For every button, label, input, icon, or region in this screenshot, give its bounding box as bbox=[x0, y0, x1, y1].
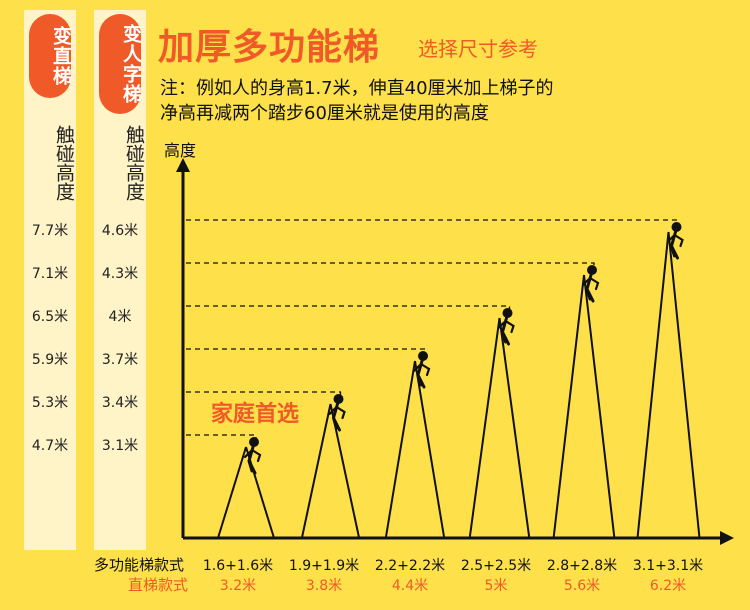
style-label: 1.6+1.6米 bbox=[202, 558, 274, 574]
a-frame-ladder-badge: 变人字梯 bbox=[99, 14, 142, 114]
reach-guide-line bbox=[186, 305, 511, 312]
style-label: 1.9+1.9米 bbox=[288, 558, 360, 574]
climber-head bbox=[249, 437, 259, 447]
multi-style-row-label: 多功能梯款式 bbox=[94, 556, 185, 574]
climber-arms bbox=[581, 276, 600, 291]
climber-head bbox=[587, 265, 597, 275]
style-label: 2.8+2.8米 bbox=[546, 558, 618, 574]
straight-reach-value: 6.5米 bbox=[31, 309, 69, 325]
x-axis-arrow-icon bbox=[720, 531, 734, 545]
a-frame-reach-value: 4.3米 bbox=[101, 266, 139, 282]
straight-length-label: 3.8米 bbox=[305, 578, 343, 594]
usage-note-line-2: 净高再减两个踏步60厘米就是使用的高度 bbox=[160, 103, 489, 124]
climber-head bbox=[333, 394, 344, 404]
ladder-leg bbox=[667, 231, 701, 539]
straight-length-label: 6.2米 bbox=[649, 578, 687, 594]
style-label: 3.1+3.1米 bbox=[632, 558, 704, 574]
straight-reach-label: 触碰高度 bbox=[53, 125, 75, 201]
straight-length-label: 3.2米 bbox=[219, 578, 257, 594]
ladder-leg bbox=[414, 360, 446, 539]
reach-guide-line bbox=[186, 391, 342, 398]
page-subtitle: 选择尺寸参考 bbox=[418, 37, 538, 61]
climber-arms bbox=[243, 448, 262, 463]
reach-guide-line bbox=[186, 262, 595, 269]
straight-length-label: 5米 bbox=[484, 578, 508, 594]
family-choice-highlight: 家庭首选 bbox=[211, 402, 300, 427]
straight-length-label: 4.4米 bbox=[391, 578, 429, 594]
climber-figure bbox=[412, 351, 431, 389]
climber-arms bbox=[666, 233, 684, 248]
page-title: 加厚多功能梯 bbox=[158, 27, 381, 68]
style-label: 2.2+2.2米 bbox=[374, 558, 446, 574]
climber-figure bbox=[581, 265, 600, 303]
ladder-leg bbox=[300, 403, 332, 539]
a-frame-reach-value: 4米 bbox=[108, 309, 132, 325]
ladder-leg bbox=[636, 231, 670, 539]
ladder-leg bbox=[217, 446, 247, 539]
climber-figure bbox=[328, 394, 346, 432]
a-frame-ladder-column: 变人字梯 触碰高度 4.6米 4.3米 4米 3.7米 3.4米 3.1米 bbox=[94, 10, 146, 550]
climber-arms bbox=[328, 405, 346, 420]
straight-ladder-badge: 变直梯 bbox=[29, 14, 72, 98]
ladder-leg bbox=[468, 317, 501, 539]
a-frame-reach-label: 触碰高度 bbox=[123, 125, 145, 201]
straight-reach-value: 7.7米 bbox=[31, 223, 69, 239]
straight-reach-value: 5.3米 bbox=[31, 395, 69, 411]
style-label: 2.5+2.5米 bbox=[460, 558, 532, 574]
climber-figure bbox=[666, 222, 684, 260]
usage-note-line-1: 注：例如人的身高1.7米，伸直40厘米加上梯子的 bbox=[160, 78, 554, 99]
ladder-leg bbox=[552, 274, 585, 539]
straight-length-label: 5.6米 bbox=[563, 578, 601, 594]
climber-head bbox=[502, 308, 513, 318]
reach-guide-line bbox=[186, 434, 257, 441]
straight-reach-value: 4.7米 bbox=[31, 438, 69, 454]
y-axis-title: 高度 bbox=[164, 141, 197, 160]
a-frame-reach-value: 3.1米 bbox=[101, 438, 139, 454]
straight-style-row-label: 直梯款式 bbox=[128, 576, 189, 594]
climber-figure bbox=[497, 308, 515, 346]
straight-ladder-column: 变直梯 触碰高度 7.7米 7.1米 6.5米 5.9米 5.3米 4.7米 bbox=[24, 10, 76, 550]
a-frame-reach-value: 3.4米 bbox=[101, 395, 139, 411]
ladder-leg bbox=[583, 274, 616, 539]
y-axis-arrow-icon bbox=[176, 158, 190, 172]
straight-reach-value: 5.9米 bbox=[31, 352, 69, 368]
ladder-leg bbox=[384, 360, 416, 539]
straight-reach-value: 7.1米 bbox=[31, 266, 69, 282]
a-frame-reach-value: 3.7米 bbox=[101, 352, 139, 368]
climber-head bbox=[671, 222, 682, 232]
climber-figure bbox=[243, 437, 262, 475]
a-frame-reach-value: 4.6米 bbox=[101, 223, 139, 239]
reach-guide-line bbox=[186, 348, 426, 355]
climber-head bbox=[418, 351, 428, 361]
reach-guide-line bbox=[186, 219, 680, 226]
climber-arms bbox=[497, 319, 515, 334]
climber-arms bbox=[412, 362, 431, 377]
ladder-leg bbox=[498, 317, 531, 539]
